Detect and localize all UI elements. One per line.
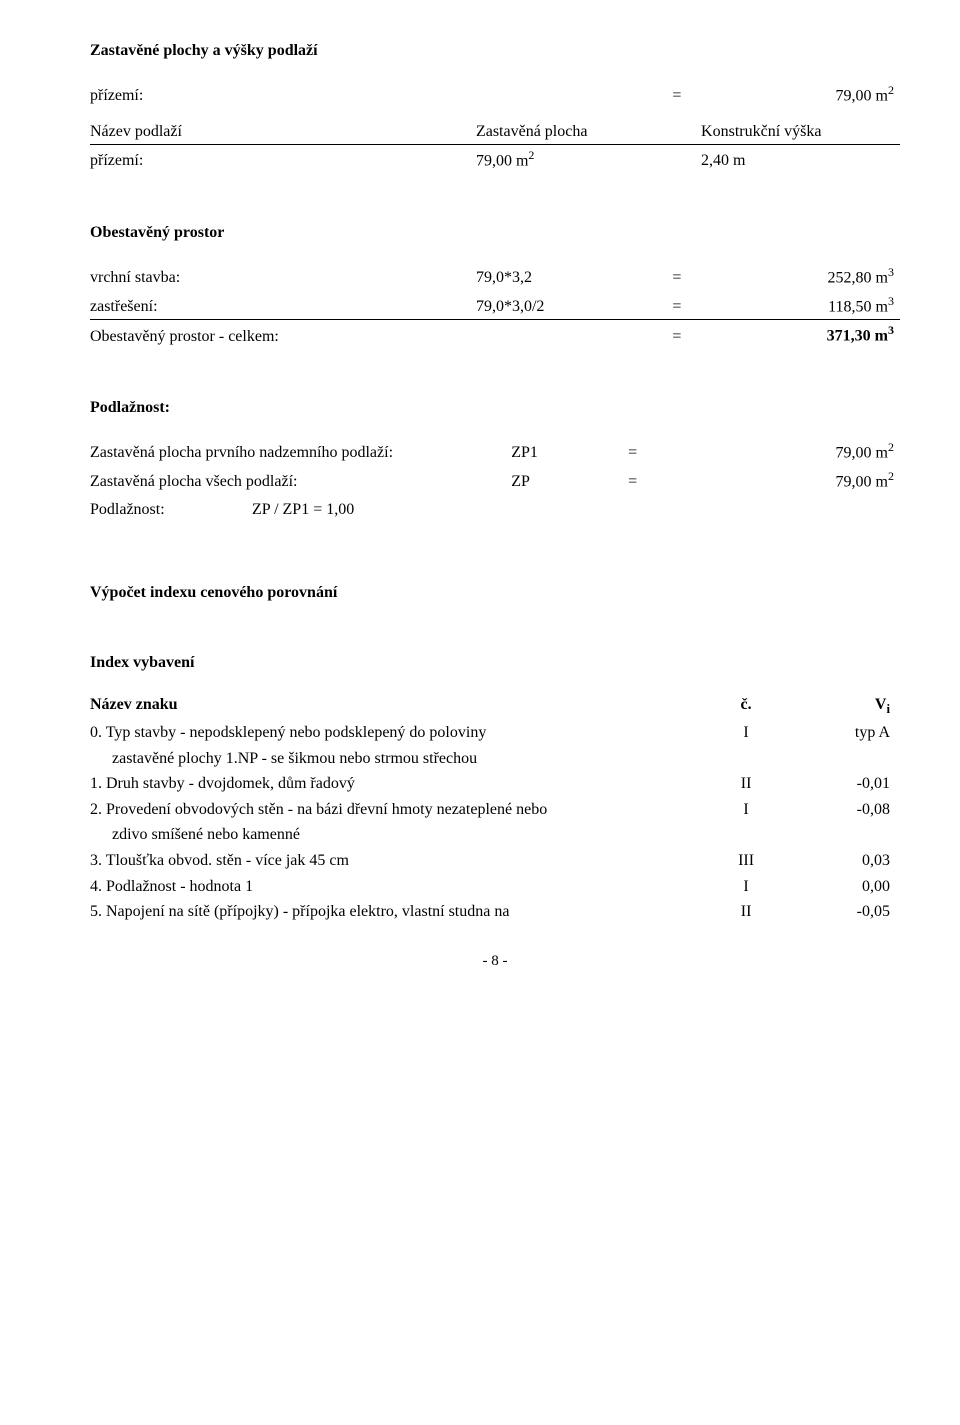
table-index-vybaveni: Název znaku č. Vi 0. Typ stavby - nepods… <box>90 692 900 925</box>
symbol: ZP1 <box>511 437 608 466</box>
ratio-value: ZP / ZP1 = 1,00 <box>252 497 900 523</box>
table-row: 0. Typ stavby - nepodsklepený nebo podsk… <box>90 720 900 746</box>
page-number: - 8 - <box>90 951 900 971</box>
v: 0,00 <box>787 874 900 900</box>
equals: = <box>608 437 657 466</box>
col-number: č. <box>706 692 787 720</box>
name-cont: zdivo smíšené nebo kamenné <box>90 822 706 848</box>
table-enclosed-space: vrchní stavba: 79,0*3,2 = 252,80 m3 zast… <box>90 262 900 350</box>
blank <box>476 80 653 109</box>
name: 2. Provedení obvodových stěn - na bázi d… <box>90 797 706 823</box>
v: -0,01 <box>787 771 900 797</box>
value: 79,00 m2 <box>701 80 900 109</box>
v: 0,03 <box>787 848 900 874</box>
label: zastřešení: <box>90 291 476 320</box>
heading-index-calc: Výpočet indexu cenového porovnání <box>90 582 900 604</box>
c: I <box>706 720 787 746</box>
c: II <box>706 899 787 925</box>
heading-enclosed-space: Obestavěný prostor <box>90 222 900 244</box>
formula: 79,0*3,2 <box>476 262 653 291</box>
equals: = <box>653 262 701 291</box>
table-prizemi-area: přízemí: = 79,00 m2 <box>90 80 900 109</box>
equals: = <box>653 320 701 349</box>
name: 1. Druh stavby - dvojdomek, dům řadový <box>90 771 706 797</box>
label-total: Obestavěný prostor - celkem: <box>90 320 476 349</box>
blank <box>653 119 701 145</box>
value: 118,50 m3 <box>701 291 900 320</box>
heading-areas-heights: Zastavěné plochy a výšky podlaží <box>90 40 900 62</box>
name: 0. Typ stavby - nepodsklepený nebo podsk… <box>90 720 706 746</box>
col-name: Název znaku <box>90 692 706 720</box>
col-constr-height: Konstrukční výška <box>701 119 900 145</box>
formula: 79,0*3,0/2 <box>476 291 653 320</box>
label: vrchní stavba: <box>90 262 476 291</box>
blank <box>653 145 701 174</box>
label: přízemí: <box>90 80 476 109</box>
c: III <box>706 848 787 874</box>
label: Podlažnost: <box>90 497 252 523</box>
table-row-cont: zastavěné plochy 1.NP - se šikmou nebo s… <box>90 746 900 772</box>
equals: = <box>653 291 701 320</box>
area-value: 79,00 m2 <box>476 145 653 174</box>
table-row: 5. Napojení na sítě (přípojky) - přípojk… <box>90 899 900 925</box>
table-row: 4. Podlažnost - hodnota 1 I 0,00 <box>90 874 900 900</box>
value: 79,00 m2 <box>657 437 900 466</box>
c: II <box>706 771 787 797</box>
label: Zastavěná plocha prvního nadzemního podl… <box>90 437 511 466</box>
value: 79,00 m2 <box>657 466 900 495</box>
col-v: Vi <box>787 692 900 720</box>
equals: = <box>653 80 701 109</box>
equals: = <box>608 466 657 495</box>
label: Zastavěná plocha všech podlaží: <box>90 466 511 495</box>
table-row: 1. Druh stavby - dvojdomek, dům řadový I… <box>90 771 900 797</box>
table-podlaznost-ratio: Podlažnost: ZP / ZP1 = 1,00 <box>90 497 900 523</box>
value: 252,80 m3 <box>701 262 900 291</box>
value-total: 371,30 m3 <box>701 320 900 349</box>
table-row: 2. Provedení obvodových stěn - na bázi d… <box>90 797 900 823</box>
name: 3. Tloušťka obvod. stěn - více jak 45 cm <box>90 848 706 874</box>
v: typ A <box>787 720 900 746</box>
table-podlaznost: Zastavěná plocha prvního nadzemního podl… <box>90 437 900 495</box>
label: přízemí: <box>90 145 476 174</box>
col-floor-name: Název podlaží <box>90 119 476 145</box>
heading-index-vybaveni: Index vybavení <box>90 652 900 674</box>
c: I <box>706 797 787 823</box>
name: 4. Podlažnost - hodnota 1 <box>90 874 706 900</box>
table-row: 3. Tloušťka obvod. stěn - více jak 45 cm… <box>90 848 900 874</box>
height-value: 2,40 m <box>701 145 900 174</box>
name-cont: zastavěné plochy 1.NP - se šikmou nebo s… <box>90 746 706 772</box>
c: I <box>706 874 787 900</box>
v: -0,08 <box>787 797 900 823</box>
table-floor-dims: Název podlaží Zastavěná plocha Konstrukč… <box>90 119 900 175</box>
v: -0,05 <box>787 899 900 925</box>
heading-podlaznost: Podlažnost: <box>90 397 900 419</box>
table-row-cont: zdivo smíšené nebo kamenné <box>90 822 900 848</box>
name: 5. Napojení na sítě (přípojky) - přípojk… <box>90 899 706 925</box>
symbol: ZP <box>511 466 608 495</box>
blank <box>476 320 653 349</box>
col-built-area: Zastavěná plocha <box>476 119 653 145</box>
